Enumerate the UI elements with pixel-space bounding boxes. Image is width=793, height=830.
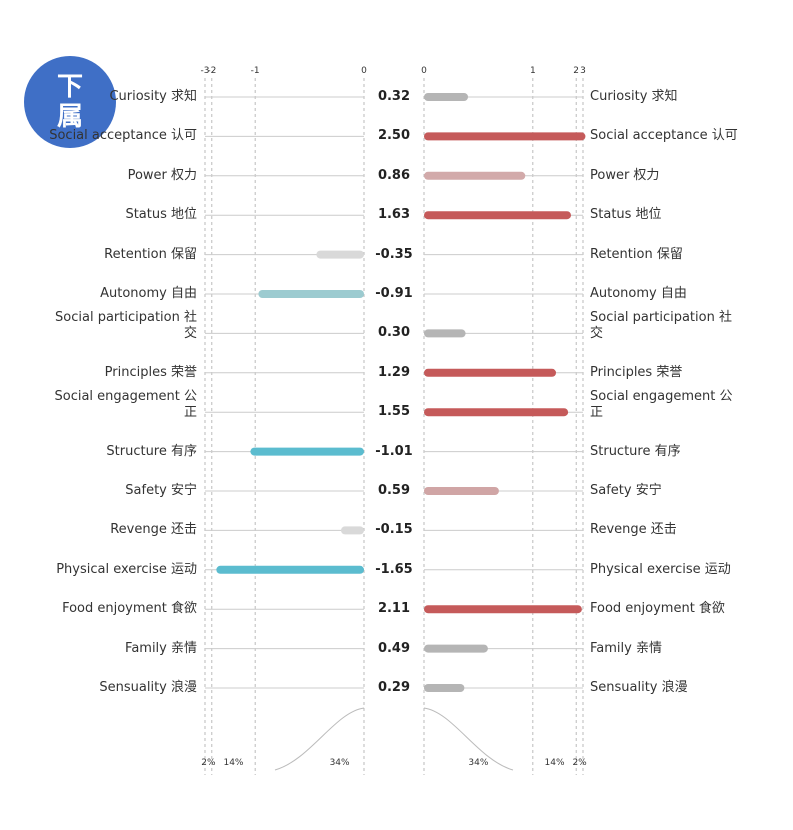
category-label: Status 地位 — [590, 207, 662, 223]
bell-curve — [274, 707, 365, 771]
band-label: 14% — [545, 758, 565, 768]
category-label: Retention 保留 — [104, 246, 197, 262]
category-label: Status 地位 — [125, 207, 197, 223]
value-label: 0.29 — [377, 680, 411, 695]
badge: 下属 — [24, 56, 116, 148]
x-tick-label: -2 — [207, 66, 216, 76]
category-label: Structure 有序 — [590, 443, 681, 459]
value-label: -0.91 — [375, 286, 413, 301]
value-label: 0.59 — [377, 483, 411, 498]
category-label: Revenge 还击 — [590, 522, 677, 538]
category-label: Social acceptance 认可 — [49, 128, 197, 144]
category-label: Autonomy 自由 — [100, 286, 197, 301]
category-label: Food enjoyment 食欲 — [590, 601, 725, 617]
bell-curve — [423, 707, 514, 771]
x-tick-label: 0 — [421, 66, 427, 76]
x-tick-label: 1 — [530, 66, 536, 76]
x-tick-label: -1 — [251, 66, 260, 76]
category-label: Social engagement 公正 — [590, 389, 733, 421]
category-label: Food enjoyment 食欲 — [62, 601, 197, 617]
band-label: 34% — [468, 758, 488, 768]
value-label: 0.30 — [377, 325, 411, 341]
category-label: Sensuality 浪漫 — [99, 680, 197, 695]
category-label: Physical exercise 运动 — [56, 561, 197, 577]
category-label: Social acceptance 认可 — [590, 128, 738, 144]
category-label: Safety 安宁 — [125, 483, 197, 498]
category-label: Curiosity 求知 — [590, 89, 678, 104]
category-label: Power 权力 — [590, 167, 660, 183]
category-label: Social participation 社交 — [55, 310, 197, 342]
category-label: Social participation 社交 — [590, 310, 732, 342]
value-label: 1.63 — [377, 207, 411, 223]
category-label: Safety 安宁 — [590, 483, 662, 498]
category-label: Social engagement 公正 — [54, 389, 197, 421]
category-label: Principles 荣誉 — [104, 364, 197, 380]
value-label: 1.55 — [377, 404, 411, 420]
value-label: -1.65 — [375, 561, 413, 577]
band-label: 34% — [330, 758, 350, 768]
value-label: 2.11 — [377, 601, 411, 617]
category-label: Family 亲情 — [590, 640, 662, 656]
value-label: -0.15 — [375, 522, 413, 538]
band-label: 2% — [201, 758, 216, 768]
category-label: Retention 保留 — [590, 246, 683, 262]
value-label: -0.35 — [375, 246, 413, 262]
band-label: 14% — [223, 758, 243, 768]
category-label: Autonomy 自由 — [590, 286, 687, 301]
x-tick-label: 2 — [573, 66, 579, 76]
x-tick-label: 3 — [580, 66, 586, 76]
category-label: Principles 荣誉 — [590, 364, 683, 380]
category-label: Revenge 还击 — [110, 522, 197, 538]
category-label: Curiosity 求知 — [109, 89, 197, 104]
band-label: 2% — [572, 758, 587, 768]
category-label: Family 亲情 — [125, 640, 197, 656]
value-label: 0.49 — [377, 640, 411, 656]
category-label: Physical exercise 运动 — [590, 561, 731, 577]
category-label: Structure 有序 — [106, 443, 197, 459]
value-label: 2.50 — [377, 128, 411, 144]
x-tick-label: -3 — [201, 66, 210, 76]
category-label: Power 权力 — [127, 167, 197, 183]
category-label: Sensuality 浪漫 — [590, 680, 688, 695]
value-label: 0.86 — [377, 167, 411, 183]
value-label: -1.01 — [375, 443, 413, 459]
x-tick-label: 0 — [361, 66, 367, 76]
value-label: 1.29 — [377, 364, 411, 380]
value-label: 0.32 — [377, 89, 411, 104]
